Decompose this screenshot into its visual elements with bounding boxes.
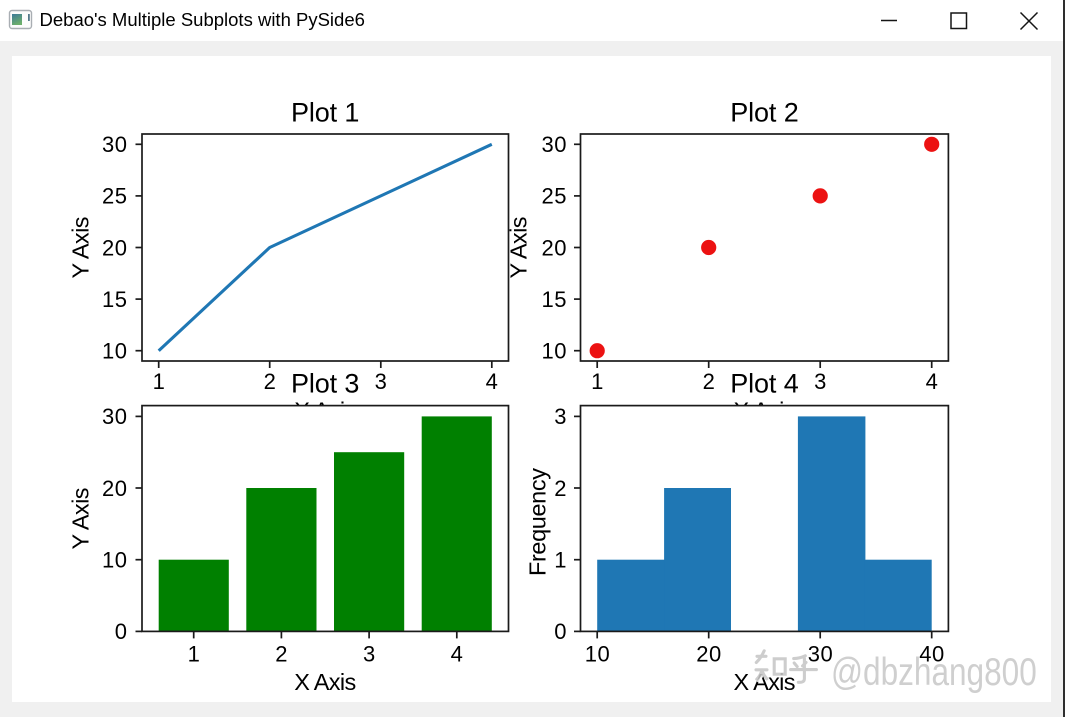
svg-text:3: 3 <box>554 404 566 429</box>
svg-text:15: 15 <box>542 287 567 312</box>
svg-text:Plot 4: Plot 4 <box>730 369 799 399</box>
svg-text:1: 1 <box>591 369 603 394</box>
svg-text:4: 4 <box>451 642 463 667</box>
svg-text:30: 30 <box>808 642 833 667</box>
svg-text:10: 10 <box>542 339 567 364</box>
svg-text:10: 10 <box>102 548 127 573</box>
svg-text:3: 3 <box>375 369 387 394</box>
svg-text:10: 10 <box>585 642 610 667</box>
svg-text:@dbzhang800: @dbzhang800 <box>833 653 1039 696</box>
svg-text:1: 1 <box>554 548 566 573</box>
svg-text:Y Axis: Y Axis <box>68 217 94 279</box>
svg-text:3: 3 <box>814 369 826 394</box>
svg-text:Plot 2: Plot 2 <box>730 98 799 128</box>
svg-text:Frequency: Frequency <box>525 468 551 576</box>
svg-text:4: 4 <box>926 369 938 394</box>
svg-text:40: 40 <box>919 642 944 667</box>
svg-text:25: 25 <box>102 184 127 209</box>
svg-text:2: 2 <box>275 642 287 667</box>
svg-text:2: 2 <box>264 369 276 394</box>
svg-text:0: 0 <box>115 619 127 644</box>
svg-text:Y Axis: Y Axis <box>68 488 94 550</box>
svg-text:20: 20 <box>542 235 567 260</box>
svg-text:1: 1 <box>188 642 200 667</box>
svg-text:30: 30 <box>102 132 127 157</box>
svg-text:3: 3 <box>363 642 375 667</box>
svg-text:X Axis: X Axis <box>294 669 356 695</box>
svg-text:15: 15 <box>102 287 127 312</box>
svg-text:25: 25 <box>542 184 567 209</box>
svg-text:@dbzhang800: @dbzhang800 <box>831 651 1037 694</box>
svg-text:20: 20 <box>696 642 721 667</box>
svg-text:4: 4 <box>486 369 498 394</box>
svg-text:0: 0 <box>554 619 566 644</box>
svg-text:2: 2 <box>703 369 715 394</box>
svg-text:2: 2 <box>554 476 566 501</box>
svg-text:10: 10 <box>102 339 127 364</box>
svg-text:20: 20 <box>102 235 127 260</box>
svg-text:Y Axis: Y Axis <box>506 217 532 279</box>
svg-text:30: 30 <box>102 404 127 429</box>
svg-text:30: 30 <box>542 132 567 157</box>
svg-text:20: 20 <box>102 476 127 501</box>
svg-text:Plot 3: Plot 3 <box>291 369 360 399</box>
svg-text:1: 1 <box>153 369 165 394</box>
svg-text:Plot 1: Plot 1 <box>291 98 360 128</box>
